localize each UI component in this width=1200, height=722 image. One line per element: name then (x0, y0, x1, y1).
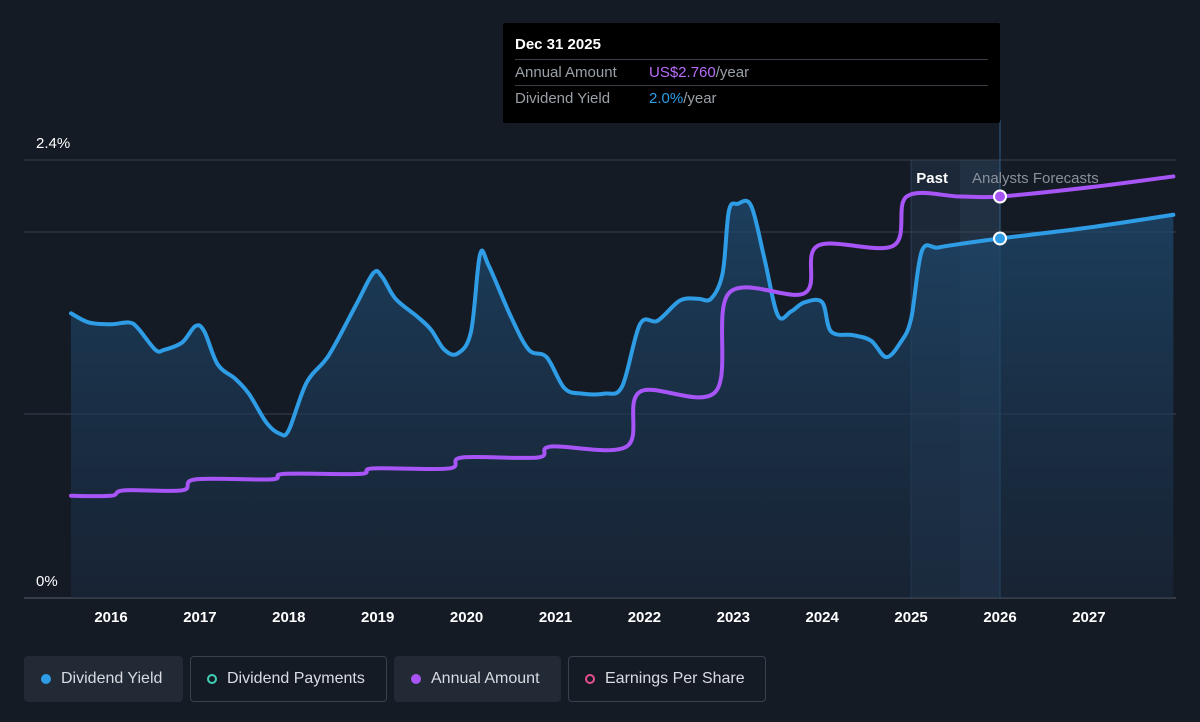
x-tick-label: 2017 (183, 609, 216, 626)
tooltip-yield-value: 2.0% (649, 90, 684, 107)
legend-earnings-per-share[interactable]: Earnings Per Share (568, 656, 766, 702)
filled-dot-icon (41, 674, 51, 684)
tooltip-annual-row: Annual Amount US$2.760 /year (515, 60, 988, 86)
tooltip-date: Dec 31 2025 (515, 35, 988, 60)
annual-amount-line (68, 174, 1176, 499)
hollow-dot-icon (585, 674, 595, 684)
y-tick-label: 0% (36, 573, 58, 590)
tooltip-annual-unit: /year (715, 64, 750, 81)
legend-dividend-yield[interactable]: Dividend Yield (24, 656, 183, 702)
legend-dividend-payments[interactable]: Dividend Payments (190, 656, 387, 702)
x-tick-label: 2027 (1072, 609, 1105, 626)
tooltip: Dec 31 2025 Annual Amount US$2.760 /year… (503, 23, 1000, 123)
x-tick-label: 2026 (983, 609, 1016, 626)
dividend-yield-line (68, 198, 1176, 438)
x-tick-label: 2022 (628, 609, 661, 626)
x-tick-label: 2020 (450, 609, 483, 626)
x-tick-label: 2025 (894, 609, 927, 626)
x-tick-label: 2023 (717, 609, 750, 626)
tooltip-yield-unit: /year (683, 90, 717, 107)
filled-dot-icon (411, 674, 421, 684)
legend-label: Earnings Per Share (605, 670, 745, 687)
past-label: Past (916, 170, 948, 187)
x-tick-label: 2024 (806, 609, 840, 626)
annual-amount-marker (993, 189, 1007, 204)
legend-annual-amount[interactable]: Annual Amount (394, 656, 561, 702)
hollow-dot-icon (207, 674, 217, 684)
tooltip-annual-label: Annual Amount (515, 64, 617, 81)
dividend-yield-marker (993, 231, 1007, 246)
tooltip-yield-row: Dividend Yield 2.0% /year (515, 86, 988, 111)
forecast-label: Analysts Forecasts (972, 170, 1099, 187)
tooltip-yield-label: Dividend Yield (515, 90, 611, 107)
legend-label: Dividend Yield (61, 670, 163, 687)
tooltip-annual-value: US$2.760 (649, 64, 716, 81)
x-tick-label: 2021 (539, 609, 572, 626)
x-tick-label: 2016 (94, 609, 127, 626)
x-tick-label: 2019 (361, 609, 394, 626)
legend-label: Dividend Payments (227, 670, 365, 687)
legend-label: Annual Amount (431, 670, 540, 687)
x-tick-label: 2018 (272, 609, 305, 626)
yield-area (70, 200, 1174, 599)
y-tick-label: 2.4% (36, 135, 70, 152)
